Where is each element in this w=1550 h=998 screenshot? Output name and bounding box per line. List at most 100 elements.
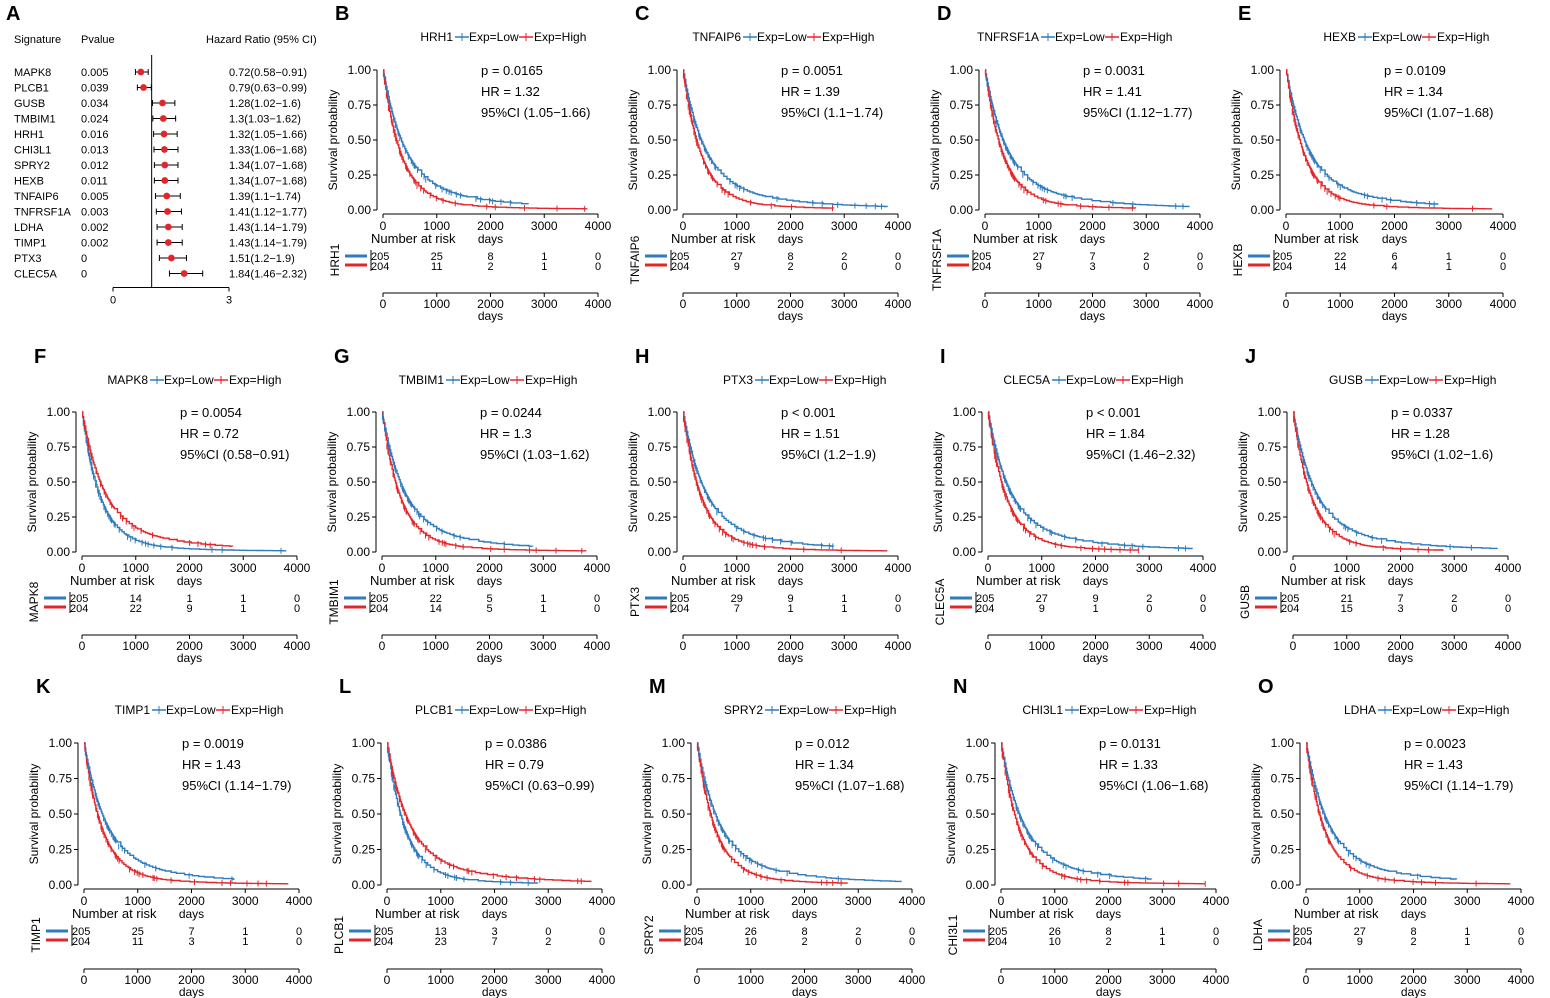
risk-count-low: 205 [370, 593, 388, 605]
forest-signature: HRH1 [14, 129, 44, 141]
risk-count-low: 1 [541, 251, 547, 263]
stat-ci: 95%CI (1.1−1.74) [781, 105, 883, 120]
legend-gene-label: CLEC5A [1003, 373, 1050, 387]
risk-x-tick-label: 3000 [531, 297, 558, 311]
risk-count-high: 2 [545, 936, 551, 948]
risk-count-high: 2 [787, 261, 793, 273]
risk-count-low: 2 [1451, 593, 1457, 605]
risk-count-low: 8 [801, 926, 807, 938]
legend-low-label: Exp=Low [1055, 30, 1105, 44]
risk-count-high: 0 [294, 603, 300, 615]
risk-count-low: 0 [296, 926, 302, 938]
forest-plot: A Signature Pvalue Hazard Ratio (95% CI) MAP… [6, 3, 317, 307]
y-axis-title: Survival probability [1236, 432, 1250, 533]
risk-count-low: 0 [595, 251, 601, 263]
risk-x-tick-label: 0 [985, 639, 992, 653]
y-tick-label: 0.00 [1258, 545, 1282, 559]
risk-count-high: 14 [430, 603, 442, 615]
stat-ci: 95%CI (1.46−2.32) [1086, 447, 1195, 462]
survival-curve-high [1293, 411, 1444, 551]
stat-pvalue: p = 0.0109 [1384, 63, 1446, 78]
risk-x-tick-label: 3000 [1149, 973, 1176, 987]
risk-count-low: 1 [242, 926, 248, 938]
stat-hr: HR = 1.43 [1404, 757, 1463, 772]
y-tick-label: 0.00 [47, 545, 71, 559]
risk-x-tick-label: 2000 [1079, 297, 1106, 311]
risk-count-low: 205 [375, 926, 393, 938]
forest-hr-text: 1.39(1.1−1.74) [229, 191, 301, 203]
y-tick-label: 0.50 [966, 807, 990, 821]
y-axis-title: Survival probability [330, 764, 344, 865]
y-tick-label: 0.25 [347, 510, 371, 524]
y-tick-label: 0.00 [347, 545, 371, 559]
legend-low-label: Exp=Low [469, 30, 519, 44]
legend-high-label: Exp=High [844, 703, 896, 717]
legend-low-label: Exp=Low [769, 373, 819, 387]
risk-x-tick-label: 3000 [831, 639, 858, 653]
forest-signature: TNFRSF1A [14, 207, 72, 219]
y-tick-label: 0.00 [648, 203, 672, 217]
legend-gene-label: GUSB [1329, 373, 1363, 387]
y-axis-title: Survival probability [27, 764, 41, 865]
legend-gene-label: PTX3 [723, 373, 753, 387]
x-axis-title: days [778, 574, 803, 588]
x-tick-label: 2000 [1082, 561, 1109, 575]
x-tick-label: 2000 [1079, 219, 1106, 233]
legend-high-label: Exp=High [834, 373, 886, 387]
forest-row: TIMP1 0.002 1.43(1.14−1.79) [14, 238, 307, 250]
x-axis-title: days [179, 907, 204, 921]
y-tick-label: 0.50 [1271, 807, 1295, 821]
x-tick-label: 1000 [737, 894, 764, 908]
x-tick-label: 1000 [422, 561, 449, 575]
x-tick-label: 3000 [535, 894, 562, 908]
legend-gene-label: TIMP1 [115, 703, 151, 717]
x-tick-label: 4000 [584, 561, 611, 575]
risk-count-high: 0 [1200, 603, 1206, 615]
risk-count-low: 2 [841, 251, 847, 263]
panel-letter: L [339, 676, 351, 698]
risk-count-high: 1 [240, 603, 246, 615]
stat-pvalue: p = 0.0165 [481, 63, 543, 78]
risk-x-axis-title: days [177, 651, 202, 665]
forest-hr-point [164, 208, 171, 215]
x-tick-label: 2000 [791, 894, 818, 908]
legend-high-label: Exp=High [1120, 30, 1172, 44]
panel-letter-A: A [6, 3, 20, 25]
forest-signature: MAPK8 [14, 67, 51, 79]
risk-x-tick-label: 2000 [791, 973, 818, 987]
x-tick-label: 3000 [831, 561, 858, 575]
risk-x-tick-label: 4000 [885, 297, 912, 311]
risk-count-low: 205 [671, 251, 689, 263]
y-tick-label: 0.50 [352, 807, 376, 821]
stat-hr: HR = 1.34 [1384, 84, 1443, 99]
risk-count-low: 1 [540, 593, 546, 605]
risk-gene-label: MAPK8 [27, 581, 41, 622]
risk-count-low: 205 [989, 926, 1007, 938]
risk-count-low: 6 [1391, 251, 1397, 263]
risk-count-low: 8 [1410, 926, 1416, 938]
panel-letter: F [34, 346, 46, 368]
risk-count-high: 0 [1518, 936, 1524, 948]
stat-ci: 95%CI (1.07−1.68) [795, 778, 904, 793]
y-tick-label: 0.25 [966, 843, 990, 857]
risk-x-tick-label: 1000 [1333, 639, 1360, 653]
risk-x-tick-label: 0 [380, 297, 387, 311]
y-tick-label: 0.00 [1251, 203, 1275, 217]
y-tick-label: 0.25 [348, 168, 372, 182]
x-tick-label: 2000 [777, 561, 804, 575]
stat-ci: 95%CI (1.14−1.79) [182, 778, 291, 793]
risk-x-tick-label: 1000 [124, 973, 151, 987]
stat-hr: HR = 1.33 [1099, 757, 1158, 772]
risk-table-title: Number at risk [976, 573, 1061, 588]
stat-pvalue: p = 0.0051 [781, 63, 843, 78]
risk-count-high: 204 [1274, 261, 1292, 273]
survival-curve-low [1286, 69, 1439, 205]
panel-letter: O [1258, 676, 1274, 698]
forest-header-hr: Hazard Ratio (95% CI) [206, 34, 317, 46]
risk-count-high: 204 [375, 936, 393, 948]
risk-gene-label: PTX3 [628, 587, 642, 617]
y-tick-label: 0.75 [662, 772, 686, 786]
y-tick-label: 0.00 [1271, 878, 1295, 892]
forest-hr-text: 1.41(1.12−1.77) [229, 207, 307, 219]
